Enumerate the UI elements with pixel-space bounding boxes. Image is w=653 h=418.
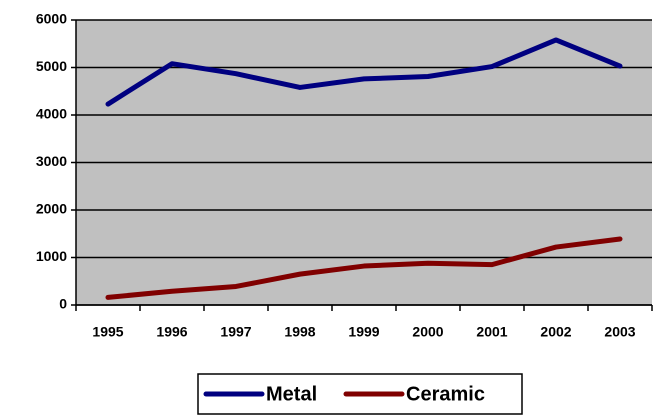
y-tick-label: 4000 xyxy=(36,106,67,122)
y-tick-label: 2000 xyxy=(36,201,67,217)
y-tick-label: 3000 xyxy=(36,153,67,169)
series-line xyxy=(105,37,623,107)
x-tick-label: 2000 xyxy=(412,324,443,340)
x-tick-label: 1995 xyxy=(92,324,123,340)
x-tick-label: 1996 xyxy=(156,324,187,340)
y-tick-label: 5000 xyxy=(36,58,67,74)
y-tick-label: 6000 xyxy=(36,11,67,27)
legend-label: Ceramic xyxy=(406,383,485,405)
y-tick-label: 0 xyxy=(59,296,67,312)
x-tick-label: 1998 xyxy=(284,324,315,340)
legend: Metal Ceramic xyxy=(197,373,523,415)
y-tick-label: 1000 xyxy=(36,248,67,264)
series-line xyxy=(105,236,623,300)
x-tick-label: 2002 xyxy=(540,324,571,340)
x-tick-label: 2003 xyxy=(604,324,635,340)
x-tick-label: 1999 xyxy=(348,324,379,340)
x-tick-label: 2001 xyxy=(476,324,507,340)
legend-label: Metal xyxy=(266,383,317,405)
x-tick-label: 1997 xyxy=(220,324,251,340)
